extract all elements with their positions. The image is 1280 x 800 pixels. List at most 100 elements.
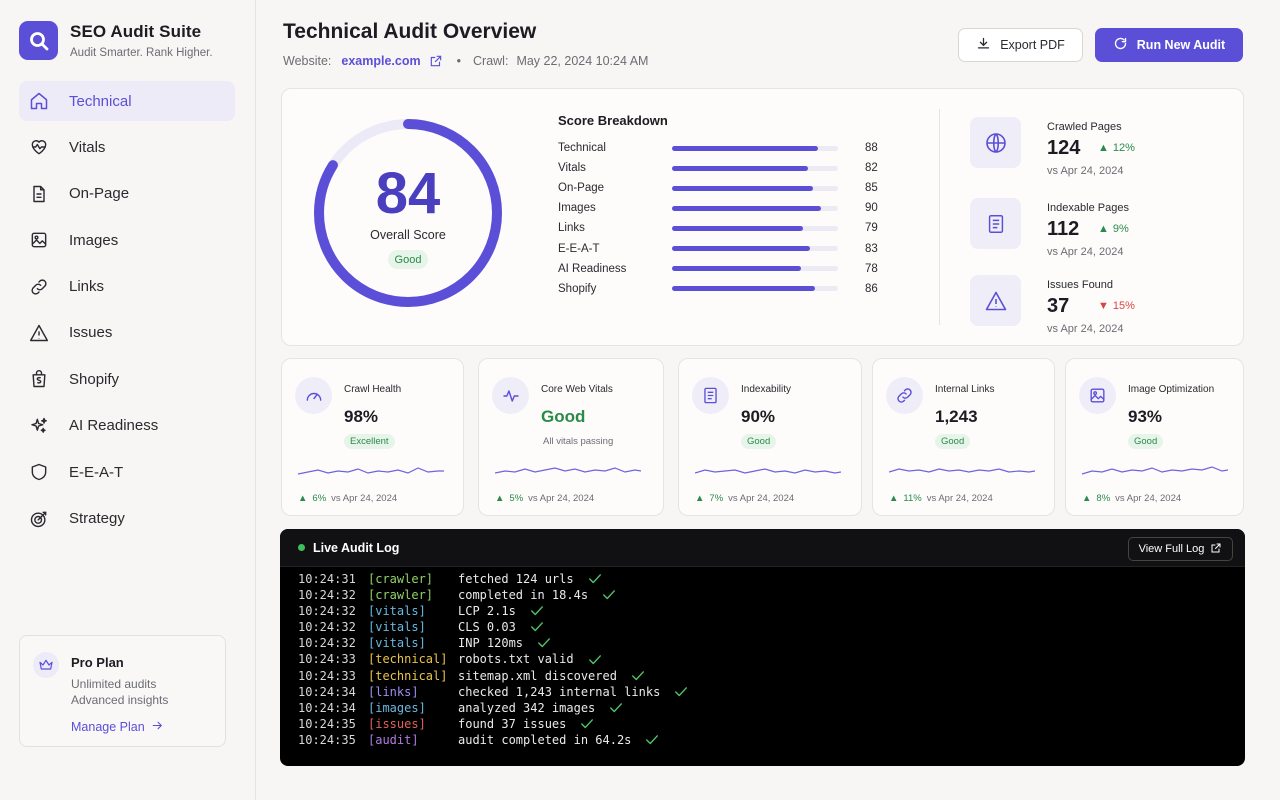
divider — [939, 109, 940, 325]
breakdown-row: Links 79 — [558, 220, 888, 236]
overall-score-value: 84 — [375, 161, 441, 226]
metric-compare: vs Apr 24, 2024 — [331, 493, 398, 504]
breakdown-bar-fill — [672, 205, 822, 211]
metric-compare: vs Apr 24, 2024 — [926, 493, 993, 504]
breakdown-row: AI Readiness 78 — [558, 261, 888, 277]
sidebar-item-on-page[interactable]: On-Page — [19, 174, 235, 214]
log-line: 10:24:34 [images] analyzed 342 images — [298, 700, 688, 716]
breakdown-bar-track — [672, 165, 838, 171]
log-line: 10:24:33 [technical] robots.txt valid — [298, 651, 688, 667]
status-badge: Good — [388, 250, 428, 269]
metric-delta: 11% — [903, 493, 922, 504]
check-icon — [530, 621, 544, 633]
link-icon — [886, 377, 923, 414]
stat-delta-value: 12% — [1112, 142, 1135, 154]
sparkline — [495, 467, 641, 474]
log-message: found 37 issues — [458, 716, 567, 731]
breakdown-bar-fill — [672, 286, 815, 292]
sidebar-item-eeat[interactable]: E-E-A-T — [19, 452, 235, 492]
breakdown-value: 79 — [865, 222, 878, 235]
log-message: LCP 2.1s — [458, 604, 516, 619]
breakdown-row: Shopify 86 — [558, 281, 888, 297]
breakdown-bar-fill — [672, 145, 819, 151]
log-line: 10:24:32 [crawler] completed in 18.4s — [298, 587, 688, 603]
sidebar-item-label: Links — [69, 278, 105, 296]
breakdown-value: 85 — [865, 182, 878, 195]
breakdown-row: Vitals 82 — [558, 160, 888, 176]
sidebar-item-technical[interactable]: Technical — [19, 81, 235, 121]
metric-compare: vs Apr 24, 2024 — [1115, 493, 1182, 504]
log-lines: 10:24:31 [crawler] fetched 124 urls 10:24:3… — [298, 571, 688, 748]
log-line: 10:24:32 [vitals] INP 120ms — [298, 635, 688, 651]
check-icon — [537, 637, 551, 649]
sidebar-item-links[interactable]: Links — [19, 267, 235, 307]
sidebar-item-images[interactable]: Images — [19, 220, 235, 260]
arrow-right-icon — [151, 719, 164, 735]
heart-pulse-icon — [29, 137, 49, 157]
breakdown-value: 82 — [865, 162, 878, 175]
sidebar-item-vitals[interactable]: Vitals — [19, 127, 235, 167]
arrow-up-icon: ▲ — [695, 493, 705, 504]
sparkline — [889, 468, 1035, 473]
metric-delta: 8% — [1096, 493, 1111, 504]
document-icon — [970, 198, 1021, 249]
run-new-audit-button[interactable]: Run New Audit — [1095, 28, 1243, 62]
log-line: 10:24:32 [vitals] CLS 0.03 — [298, 619, 688, 635]
breakdown-row: On-Page 85 — [558, 180, 888, 196]
arrow-up-icon: ▲ — [889, 493, 899, 504]
log-tag: [crawler] — [368, 572, 434, 586]
stat-crawled-pages: Crawled Pages 124 ▲ 12% vs Apr 24, 2024 — [970, 117, 1230, 187]
breakdown-value: 78 — [865, 262, 878, 275]
breakdown-bar-fill — [672, 165, 809, 171]
crawl-label: Crawl: — [473, 54, 509, 68]
stat-delta-value: 9% — [1112, 223, 1129, 235]
overall-score-gauge — [314, 119, 502, 307]
breakdown-bar-track — [672, 185, 838, 191]
log-time: 10:24:33 — [298, 652, 356, 667]
log-tag: [vitals] — [368, 636, 426, 651]
stat-compare: vs Apr 24, 2024 — [1047, 323, 1124, 335]
breakdown-label: Technical — [558, 142, 606, 154]
view-full-log-label: View Full Log — [1138, 543, 1205, 555]
sidebar-item-shopify[interactable]: Shopify — [19, 359, 235, 399]
breakdown-bar-fill — [672, 266, 802, 272]
sparkles-icon — [29, 416, 49, 436]
metric-footer: ▲ 5% vs Apr 24, 2024 — [495, 493, 594, 504]
stat-delta: ▲ 12% — [1098, 142, 1135, 154]
check-icon — [588, 654, 602, 666]
view-full-log-button[interactable]: View Full Log — [1128, 537, 1233, 561]
gauge-icon — [295, 377, 332, 414]
sidebar-item-issues[interactable]: Issues — [19, 313, 235, 353]
metric-value: 98% — [344, 407, 379, 426]
breakdown-bar-fill — [672, 246, 810, 251]
target-icon — [29, 509, 49, 529]
breakdown-value: 83 — [865, 242, 878, 255]
download-icon — [976, 36, 991, 54]
log-tag: [vitals] — [368, 604, 426, 619]
manage-plan-link[interactable]: Manage Plan — [71, 719, 164, 735]
log-time: 10:24:35 — [298, 732, 356, 747]
log-message: audit completed in 64.2s — [458, 732, 632, 747]
check-icon — [609, 702, 623, 714]
export-pdf-label: Export PDF — [1000, 38, 1065, 52]
breakdown-title: Score Breakdown — [558, 113, 668, 128]
pro-plan-card: Pro Plan Unlimited audits Advanced insig… — [19, 635, 226, 747]
sidebar-item-label: Images — [69, 231, 119, 249]
log-line: 10:24:35 [issues] found 37 issues — [298, 716, 688, 732]
website-link[interactable]: example.com — [341, 54, 421, 68]
metric-label: Image Optimization — [1128, 384, 1215, 395]
export-pdf-button[interactable]: Export PDF — [958, 28, 1083, 62]
sidebar-item-label: Vitals — [69, 138, 106, 156]
sidebar-item-ai-readiness[interactable]: AI Readiness — [19, 406, 235, 446]
log-tag: [links] — [368, 684, 419, 699]
log-message: analyzed 342 images — [458, 700, 596, 715]
log-time: 10:24:31 — [298, 572, 356, 586]
log-time: 10:24:32 — [298, 588, 356, 603]
document-icon — [692, 377, 729, 414]
sidebar: SEO Audit Suite Audit Smarter. Rank High… — [0, 0, 256, 800]
sidebar-item-strategy[interactable]: Strategy — [19, 499, 235, 539]
stat-delta: ▲ 9% — [1098, 223, 1129, 235]
score-card: 84 Overall Score Good Score Breakdown Te… — [281, 88, 1244, 346]
metric-card-crawl-health: Crawl Health 98% Excellent ▲ 6% vs Apr 24,… — [281, 358, 464, 516]
external-link-icon[interactable] — [429, 54, 443, 68]
